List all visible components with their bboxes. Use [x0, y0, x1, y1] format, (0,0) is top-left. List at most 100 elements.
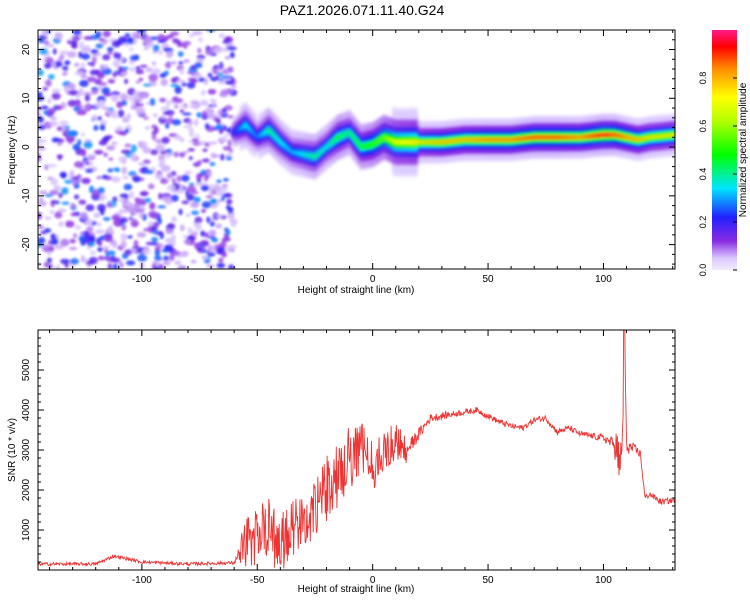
- noise-blob: [69, 258, 80, 265]
- noise-blob: [43, 40, 50, 45]
- noise-blob: [209, 221, 215, 227]
- noise-blob: [120, 233, 128, 241]
- noise-blob: [150, 149, 159, 156]
- noise-blob: [97, 247, 104, 252]
- noise-blob: [88, 232, 96, 236]
- noise-blob: [218, 33, 226, 39]
- noise-blob: [204, 122, 210, 130]
- snr-xtick-label: -50: [250, 575, 265, 586]
- noise-blob: [97, 255, 106, 261]
- noise-blob: [89, 185, 95, 194]
- noise-blob: [183, 59, 190, 63]
- noise-blob: [213, 46, 223, 54]
- noise-blob: [44, 216, 53, 220]
- noise-blob: [205, 50, 214, 56]
- noise-blob: [183, 43, 188, 49]
- noise-blob: [157, 218, 162, 225]
- noise-blob: [187, 148, 195, 152]
- noise-blob: [120, 72, 128, 76]
- noise-blob: [130, 98, 136, 106]
- noise-blob: [188, 182, 195, 187]
- noise-blob: [192, 30, 203, 36]
- noise-blob: [139, 191, 148, 197]
- noise-blob: [226, 114, 234, 119]
- noise-blob: [38, 37, 45, 44]
- noise-blob: [159, 264, 165, 269]
- noise-blob: [91, 56, 97, 65]
- noise-blob: [227, 139, 233, 147]
- noise-blob: [155, 261, 160, 268]
- noise-blob: [111, 242, 118, 249]
- noise-blob: [137, 253, 147, 262]
- noise-blob: [192, 230, 198, 237]
- noise-blob: [53, 185, 62, 192]
- colorbar-tick-label: 0.0: [698, 264, 708, 277]
- noise-blob: [222, 68, 230, 75]
- noise-blob: [158, 158, 166, 166]
- noise-blob: [77, 139, 82, 146]
- noise-blob: [159, 72, 167, 79]
- noise-blob: [38, 262, 42, 268]
- noise-blob: [135, 208, 145, 213]
- noise-blob: [183, 125, 192, 129]
- noise-blob: [223, 89, 234, 94]
- noise-blob: [182, 112, 192, 116]
- noise-blob: [206, 216, 211, 224]
- noise-blob: [116, 125, 124, 132]
- noise-blob: [207, 113, 216, 120]
- noise-blob: [130, 32, 141, 37]
- noise-blob: [224, 133, 232, 137]
- noise-blob: [38, 153, 41, 162]
- noise-blob: [129, 55, 138, 62]
- noise-blob: [188, 33, 195, 38]
- noise-blob: [132, 90, 143, 99]
- noise-blob: [210, 76, 219, 82]
- colorbar-tick-label: 0.2: [698, 216, 708, 229]
- noise-blob: [38, 200, 47, 207]
- noise-blob: [190, 259, 197, 264]
- noise-blob: [88, 256, 98, 265]
- noise-blob: [51, 88, 61, 93]
- snr-line: [38, 330, 675, 569]
- noise-blob: [221, 251, 227, 258]
- noise-blob: [74, 99, 81, 107]
- noise-blob: [117, 130, 126, 136]
- noise-blob: [211, 237, 219, 243]
- noise-blob: [70, 40, 77, 48]
- noise-blob: [130, 144, 137, 153]
- noise-blob: [154, 255, 162, 262]
- spectrogram-xlabel: Height of straight line (km): [298, 285, 415, 296]
- noise-blob: [61, 65, 69, 71]
- noise-blob: [71, 176, 80, 180]
- noise-blob: [143, 83, 152, 87]
- noise-blob: [210, 198, 218, 205]
- noise-blob: [165, 200, 171, 205]
- noise-blob: [221, 240, 227, 248]
- noise-blob: [111, 214, 121, 221]
- noise-blob: [113, 51, 119, 59]
- noise-blob: [221, 75, 231, 79]
- noise-blob: [181, 250, 189, 257]
- noise-blob: [73, 194, 80, 200]
- noise-blob: [111, 39, 121, 48]
- noise-blob: [157, 205, 167, 209]
- noise-blob: [118, 198, 128, 202]
- noise-blob: [60, 187, 69, 195]
- noise-blob: [206, 264, 215, 268]
- noise-blob: [45, 79, 52, 87]
- noise-blob: [72, 30, 82, 36]
- noise-blob: [149, 98, 156, 106]
- noise-blob: [219, 136, 227, 142]
- noise-blob: [223, 177, 229, 182]
- noise-blob: [183, 239, 192, 245]
- noise-blob: [80, 211, 88, 220]
- noise-blob: [81, 177, 91, 185]
- noise-blob: [186, 185, 197, 193]
- noise-blob: [193, 118, 199, 127]
- noise-blob: [189, 100, 200, 104]
- spectrogram-xtick-label: 0: [370, 274, 376, 285]
- noise-blob: [133, 239, 139, 248]
- noise-blob: [70, 202, 76, 210]
- noise-blob: [178, 61, 184, 65]
